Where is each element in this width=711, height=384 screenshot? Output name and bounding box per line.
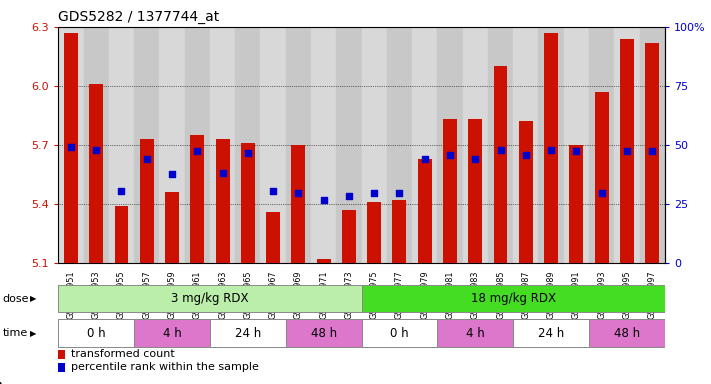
Text: ▶: ▶ [30,329,36,338]
Bar [544,33,558,263]
Text: 4 h: 4 h [163,327,181,339]
Bar [210,319,286,347]
Point [469,156,481,162]
Text: dose: dose [3,293,29,304]
Bar [589,27,614,263]
Bar [361,27,387,263]
Bar [336,27,361,263]
Bar [469,119,482,263]
Bar [387,27,412,263]
Point [444,152,456,158]
Point [191,148,203,154]
Bar [311,27,336,263]
Text: 4 h: 4 h [466,327,485,339]
Text: 3 mg/kg RDX: 3 mg/kg RDX [171,292,249,305]
Bar [90,84,103,263]
Bar [185,27,210,263]
Point [141,156,152,162]
Bar [286,319,361,347]
Text: percentile rank within the sample: percentile rank within the sample [71,362,259,372]
Bar [645,43,659,263]
Bar [367,202,381,263]
Text: 48 h: 48 h [311,327,337,339]
Point [419,156,430,162]
Bar [361,319,437,347]
Point [217,170,228,176]
Point [621,148,633,154]
Point [596,190,607,196]
Bar [165,192,179,263]
Bar [488,27,513,263]
Text: 24 h: 24 h [538,327,565,339]
Bar [513,319,589,347]
Bar [159,27,185,263]
Point [293,190,304,196]
Text: 0 h: 0 h [390,327,409,339]
Bar [361,285,665,313]
Point [368,190,380,196]
Bar [620,39,634,263]
Bar [437,319,513,347]
Bar [58,27,84,263]
Bar [109,27,134,263]
Text: ▶: ▶ [30,294,36,303]
Bar [513,27,538,263]
Bar [140,139,154,263]
Bar [570,145,583,263]
Bar [266,212,280,263]
Point [495,147,506,153]
Point [166,171,178,177]
Text: GDS5282 / 1377744_at: GDS5282 / 1377744_at [58,10,220,23]
Bar [235,27,260,263]
Point [520,152,532,158]
Bar [594,92,609,263]
Bar [437,27,463,263]
Point [318,197,329,203]
Bar [564,27,589,263]
Text: 18 mg/kg RDX: 18 mg/kg RDX [471,292,556,305]
Bar [493,66,508,263]
Point [65,144,77,151]
Bar [342,210,356,263]
Point [267,188,279,194]
Bar [134,319,210,347]
Point [545,147,557,153]
Text: 24 h: 24 h [235,327,261,339]
Text: 0 h: 0 h [87,327,105,339]
Point [571,148,582,154]
Bar [538,27,564,263]
Bar [443,119,457,263]
Bar [241,143,255,263]
Text: transformed count: transformed count [71,349,175,359]
Bar [84,27,109,263]
Point [116,188,127,194]
Bar [58,285,361,313]
Point [394,190,405,196]
Point [343,193,355,199]
Bar [134,27,159,263]
Bar [463,27,488,263]
Bar [412,27,437,263]
Text: time: time [3,328,28,338]
Bar [210,27,235,263]
Text: 48 h: 48 h [614,327,640,339]
Bar [639,27,665,263]
Point [646,148,658,154]
Bar [614,27,639,263]
Bar [191,135,204,263]
Bar [114,206,129,263]
Bar [64,33,78,263]
Bar [58,319,134,347]
Point [242,151,254,157]
Bar [589,319,665,347]
Bar [260,27,286,263]
Bar [292,145,305,263]
Bar [519,121,533,263]
Bar [316,259,331,263]
Bar [286,27,311,263]
Point [90,147,102,153]
Bar [215,139,230,263]
Bar [418,159,432,263]
Bar [392,200,407,263]
